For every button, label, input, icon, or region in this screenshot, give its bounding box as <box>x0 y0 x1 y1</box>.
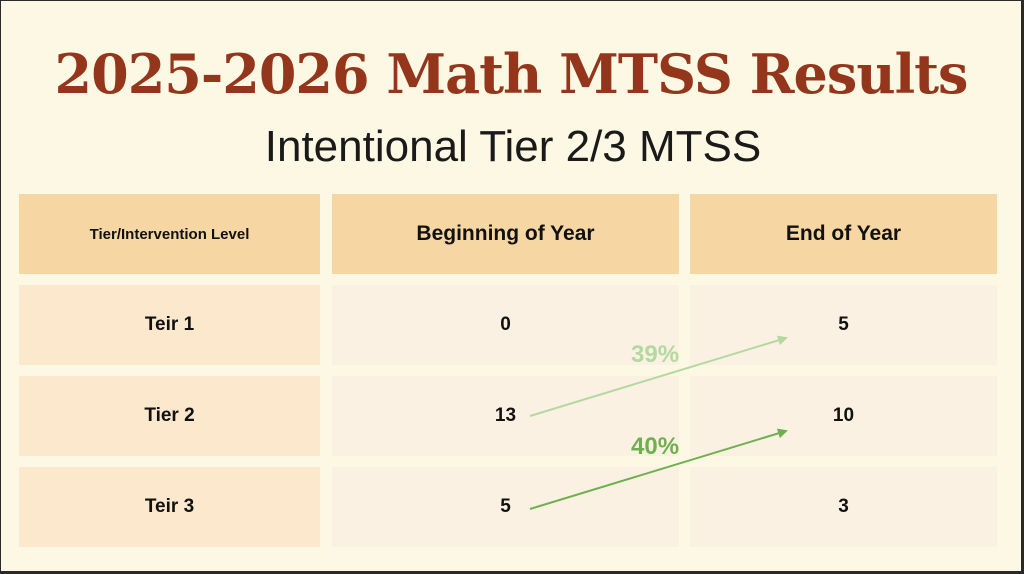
row-1-beginning: 0 <box>332 285 679 365</box>
header-end-of-year: End of Year <box>690 194 997 274</box>
annotation-40-percent: 40% <box>631 433 680 460</box>
row-1-level: Teir 1 <box>19 285 320 365</box>
row-2-end: 10 <box>690 376 997 456</box>
row-3-level: Teir 3 <box>19 467 320 547</box>
header-tier-level: Tier/Intervention Level <box>19 194 320 274</box>
row-2-level: Tier 2 <box>19 376 320 456</box>
slide-subtitle: Intentional Tier 2/3 MTSS <box>264 122 762 171</box>
header-beginning-of-year: Beginning of Year <box>332 194 679 274</box>
row-1-end: 5 <box>690 285 997 365</box>
row-3-beginning: 5 <box>332 467 679 547</box>
row-2-beginning: 13 <box>332 376 679 456</box>
annotation-39-percent: 39% <box>631 341 680 368</box>
row-3-end: 3 <box>690 467 997 547</box>
slide-title: 2025-2026 Math MTSS Results <box>54 42 969 106</box>
